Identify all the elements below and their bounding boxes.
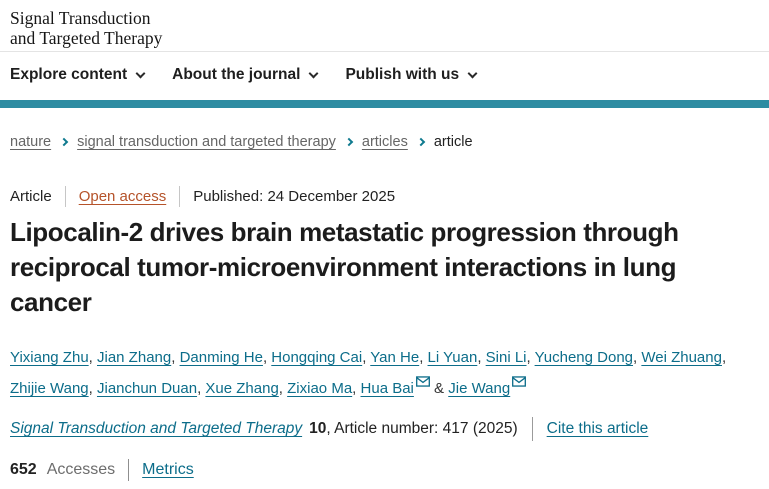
author-separator: , [477,349,486,366]
published-date: Published: 24 December 2025 [193,188,396,205]
author-separator: , [721,349,727,366]
email-author-icon[interactable] [415,376,430,387]
author-separator: , [171,349,180,366]
breadcrumb-link-nature[interactable]: nature [10,134,52,150]
author-separator: , [88,349,97,366]
author-separator: , [88,380,97,397]
journal-nav: Explore content About the journal Publish … [0,52,769,100]
nav-item-label: About the journal [172,66,301,83]
site-header: Signal Transduction and Targeted Therapy [0,0,769,52]
author-link-hua-bai[interactable]: Hua Bai [360,380,414,397]
metrics-divider [128,459,130,481]
breadcrumb-link-articles[interactable]: articles [361,134,408,150]
volume-number: 10 [309,420,327,437]
meta-divider [179,186,181,207]
author-link-zixiao-ma[interactable]: Zixiao Ma [287,380,353,397]
chevron-down-icon [135,68,146,78]
metrics-link[interactable]: Metrics [142,461,194,478]
breadcrumb-link-signal-transduction-and-targeted-therapy[interactable]: signal transduction and targeted therapy [77,134,336,150]
article-title: Lipocalin-2 drives brain metastatic prog… [10,217,679,317]
chevron-down-icon [467,68,478,78]
nav-item-publish-with-us[interactable]: Publish with us [345,66,478,84]
chevron-right-icon [416,137,426,147]
author-link-xue-zhang[interactable]: Xue Zhang [205,380,279,397]
author-link-danming-he[interactable]: Danming He [179,349,263,366]
author-list: Yixiang Zhu, Jian Zhang, Danming He, Hon… [10,342,759,404]
author-separator: , [362,349,371,366]
nav-item-label: Publish with us [345,66,460,83]
accent-bar [0,100,769,108]
nav-item-explore-content[interactable]: Explore content [10,66,146,84]
author-separator: , [419,349,428,366]
author-separator: , [633,349,642,366]
nav-item-label: Explore content [10,66,128,83]
author-link-jianchun-duan[interactable]: Jianchun Duan [96,380,198,397]
author-link-li-yuan[interactable]: Li Yuan [427,349,478,366]
citation-row: Signal Transduction and Targeted Therapy… [10,417,759,441]
author-separator: , [526,349,535,366]
article-type-label: Article [10,188,52,205]
chevron-right-icon [344,137,354,147]
nav-item-about-the-journal[interactable]: About the journal [172,66,319,84]
author-link-sini-li[interactable]: Sini Li [485,349,527,366]
author-separator: , [197,380,206,397]
author-link-jie-wang[interactable]: Jie Wang [448,380,511,397]
chevron-right-icon [59,137,69,147]
author-separator: , [278,380,288,397]
author-link-yucheng-dong[interactable]: Yucheng Dong [534,349,634,366]
metrics-row: 652 Accesses Metrics [10,459,759,481]
author-link-wei-zhuang[interactable]: Wei Zhuang [641,349,722,366]
breadcrumb-current: article [433,134,473,150]
breadcrumb: nature signal transduction and targeted t… [10,134,759,150]
journal-link[interactable]: Signal Transduction and Targeted Therapy [10,420,303,437]
author-link-yan-he[interactable]: Yan He [370,349,420,366]
journal-logo[interactable]: Signal Transduction and Targeted Therapy [10,8,162,48]
main-content: nature signal transduction and targeted t… [0,134,769,481]
chevron-down-icon [308,68,319,78]
journal-logo-line2: and Targeted Therapy [10,28,163,48]
author-separator: & [429,380,449,397]
journal-logo-line1: Signal Transduction [10,8,151,28]
author-link-hongqing-cai[interactable]: Hongqing Cai [271,349,363,366]
author-separator: , [262,349,272,366]
citation-divider [531,417,533,441]
cite-this-article-link[interactable]: Cite this article [546,420,649,437]
open-access-link[interactable]: Open access [78,188,167,205]
author-separator: , [352,380,361,397]
citation-text: 10, Article number: 417 (2025) [309,420,518,438]
accesses-count: 652 [10,461,37,478]
meta-divider [64,186,66,207]
author-link-yixiang-zhu[interactable]: Yixiang Zhu [10,349,89,366]
author-link-jian-zhang[interactable]: Jian Zhang [97,349,172,366]
email-author-icon[interactable] [512,376,527,387]
accesses-label: Accesses [46,461,116,478]
article-meta: Article Open access Published: 24 Decemb… [10,186,759,207]
author-link-zhijie-wang[interactable]: Zhijie Wang [10,380,89,397]
article-number-text: , Article number: 417 (2025) [326,420,518,437]
